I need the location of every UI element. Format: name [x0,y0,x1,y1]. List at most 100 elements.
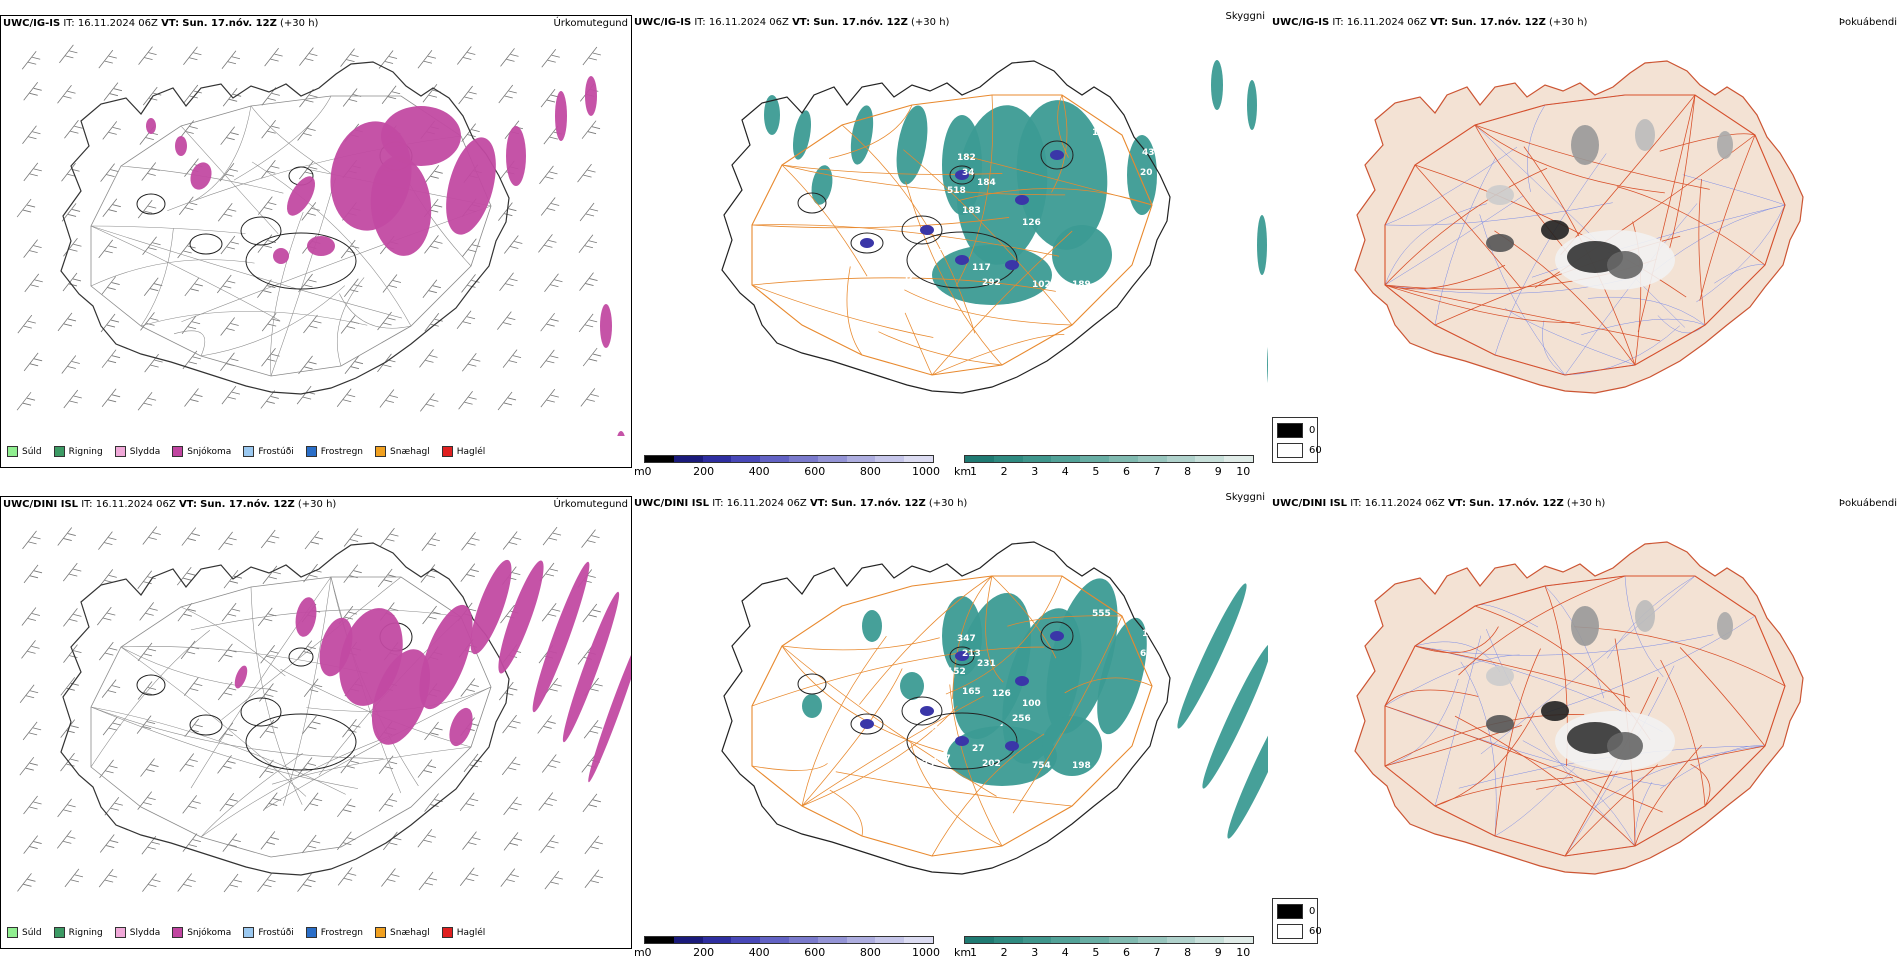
road-network [751,94,1153,376]
vt-label: VT: [161,18,180,29]
colorbar-strip [644,936,934,944]
colorbar-tick: 200 [693,946,715,959]
colorbar-unit: km [954,465,972,478]
it-label: IT: [81,499,93,510]
model-name: UWC/IG-IS [1272,17,1330,28]
height-colorbar: m 0 200 400 600 800 1000 [634,936,940,962]
peak-label: 182 [957,153,976,163]
lead-time: (+30 h) [1549,17,1588,28]
colorbar-tick: 200 [693,465,715,478]
legend-swatch [53,446,65,457]
panel-title: Þokuábendi [1838,17,1897,28]
road-network [90,576,492,858]
iceland-coastline [721,60,1171,394]
valid-time: Sun. 17.nóv. 12Z [1451,17,1546,28]
peak-label: 126 [1022,218,1041,228]
colorbar-tick: 10 [1236,465,1251,478]
fog-areas [1486,600,1733,771]
glacier-outlines [797,140,1074,289]
fog-legend: 0 60 [1272,898,1322,944]
colorbar-tick: 800 [859,465,881,478]
colorbar-tick: 800 [859,946,881,959]
fog-legend-label: 60 [1309,445,1322,456]
legend-item: Haglél [441,446,486,457]
fog-legend-label: 0 [1309,906,1316,917]
colorbar-tick: 8 [1184,946,1192,959]
legend-item: Slydda [114,927,160,938]
legend-label: Frostregn [320,927,364,938]
legend-label: Frostregn [320,446,364,457]
it-label: IT: [694,17,706,28]
colorbar-strip [644,455,934,463]
peak-label: 198 [1072,761,1091,771]
colorbar-tick: 1000 [912,946,940,959]
colorbar-tick: 1 [970,946,978,959]
panel-title: Úrkomutegund [553,18,628,29]
peak-label: 183 [962,206,981,216]
peak-label: 184 [977,178,996,188]
precip-map [16,44,625,436]
legend-item: Snjókoma [172,927,231,938]
legend-item: Snjókoma [172,446,231,457]
panel-title: Skyggni [1225,492,1265,503]
peak-label: 112 [932,243,951,253]
fog-map [1354,541,1804,875]
cloud-map: 182 34 518 184 183 107 437 20 126 112 117 292 102 189… [721,60,1268,394]
precip-map [17,526,631,893]
peak-label: 213 [962,649,981,659]
precip-type-panel: UWC/IG-IS IT: 16.11.2024 06Z VT: Sun. 17… [0,15,632,468]
peak-label: 152 [947,667,966,677]
colorbar-tick: 400 [748,946,770,959]
legend-label: Snæhagl [390,927,430,938]
precip-legend: Súld Rigning Slydda Snjókoma Frostúði Frostre… [7,446,485,457]
colorbar-tick: 6 [1122,946,1130,959]
vt-label: VT: [792,17,811,28]
peak-label: 20 [1140,168,1153,178]
legend-label: Súld [22,446,42,457]
peak-label: 165 [962,687,981,697]
height-colorbar: m 0 200 400 600 800 1000 [634,455,940,481]
peak-label: 32 [902,273,915,283]
legend-swatch [114,446,126,457]
init-time: 16.11.2024 06Z [1346,17,1427,28]
run-header: UWC/DINI ISL IT: 16.11.2024 06Z VT: Sun.… [3,499,336,510]
init-time: 16.11.2024 06Z [77,18,158,29]
fog-areas [1486,119,1733,290]
visibility-colorbar: km 1 2 3 4 5 6 7 8 9 10 [954,455,1254,481]
fog-legend: 0 60 [1272,417,1322,463]
panel-title: Úrkomutegund [553,499,628,510]
peak-label: 25 [922,759,935,769]
peak-label: 437 [1142,148,1161,158]
colorbar-tick: 4 [1061,465,1069,478]
colorbar-tick: 3 [1031,465,1039,478]
peak-label: 202 [982,759,1001,769]
peak-label: 102 [1032,280,1051,290]
colorbar-tick: 5 [1092,465,1100,478]
legend-label: Snjókoma [187,927,232,938]
colorbar-tick: 7 [1153,465,1161,478]
panel-title: Skyggni [1225,11,1265,22]
legend-label: Haglél [456,446,486,457]
fog-legend-swatch [1277,443,1303,458]
peak-label: 126 [992,689,1011,699]
snow-areas [146,76,625,436]
peak-label: 34 [962,168,975,178]
run-header: UWC/DINI ISL IT: 16.11.2024 06Z VT: Sun.… [634,498,967,509]
iceland-coastline [60,542,510,876]
legend-label: Frostúði [258,446,294,457]
colorbar-tick: 9 [1214,946,1222,959]
road-network [1384,575,1786,857]
fog-panel: UWC/IG-IS IT: 16.11.2024 06Z VT: Sun. 17… [1270,15,1900,485]
vt-label: VT: [178,499,197,510]
peak-label: 231 [977,659,996,669]
peak-label: 292 [982,278,1001,288]
lead-time: (+30 h) [1566,498,1606,509]
mountain-peaks [860,150,1064,270]
peak-label: 21 [902,754,915,764]
legend-label: Rigning [68,927,103,938]
fog-legend-row: 60 [1277,924,1322,939]
colorbar-tick: 1 [970,465,978,478]
legend-item: Frostúði [243,927,294,938]
valid-time: Sun. 17.nóv. 12Z [1469,498,1564,509]
colorbar-tick: 2 [1000,465,1008,478]
